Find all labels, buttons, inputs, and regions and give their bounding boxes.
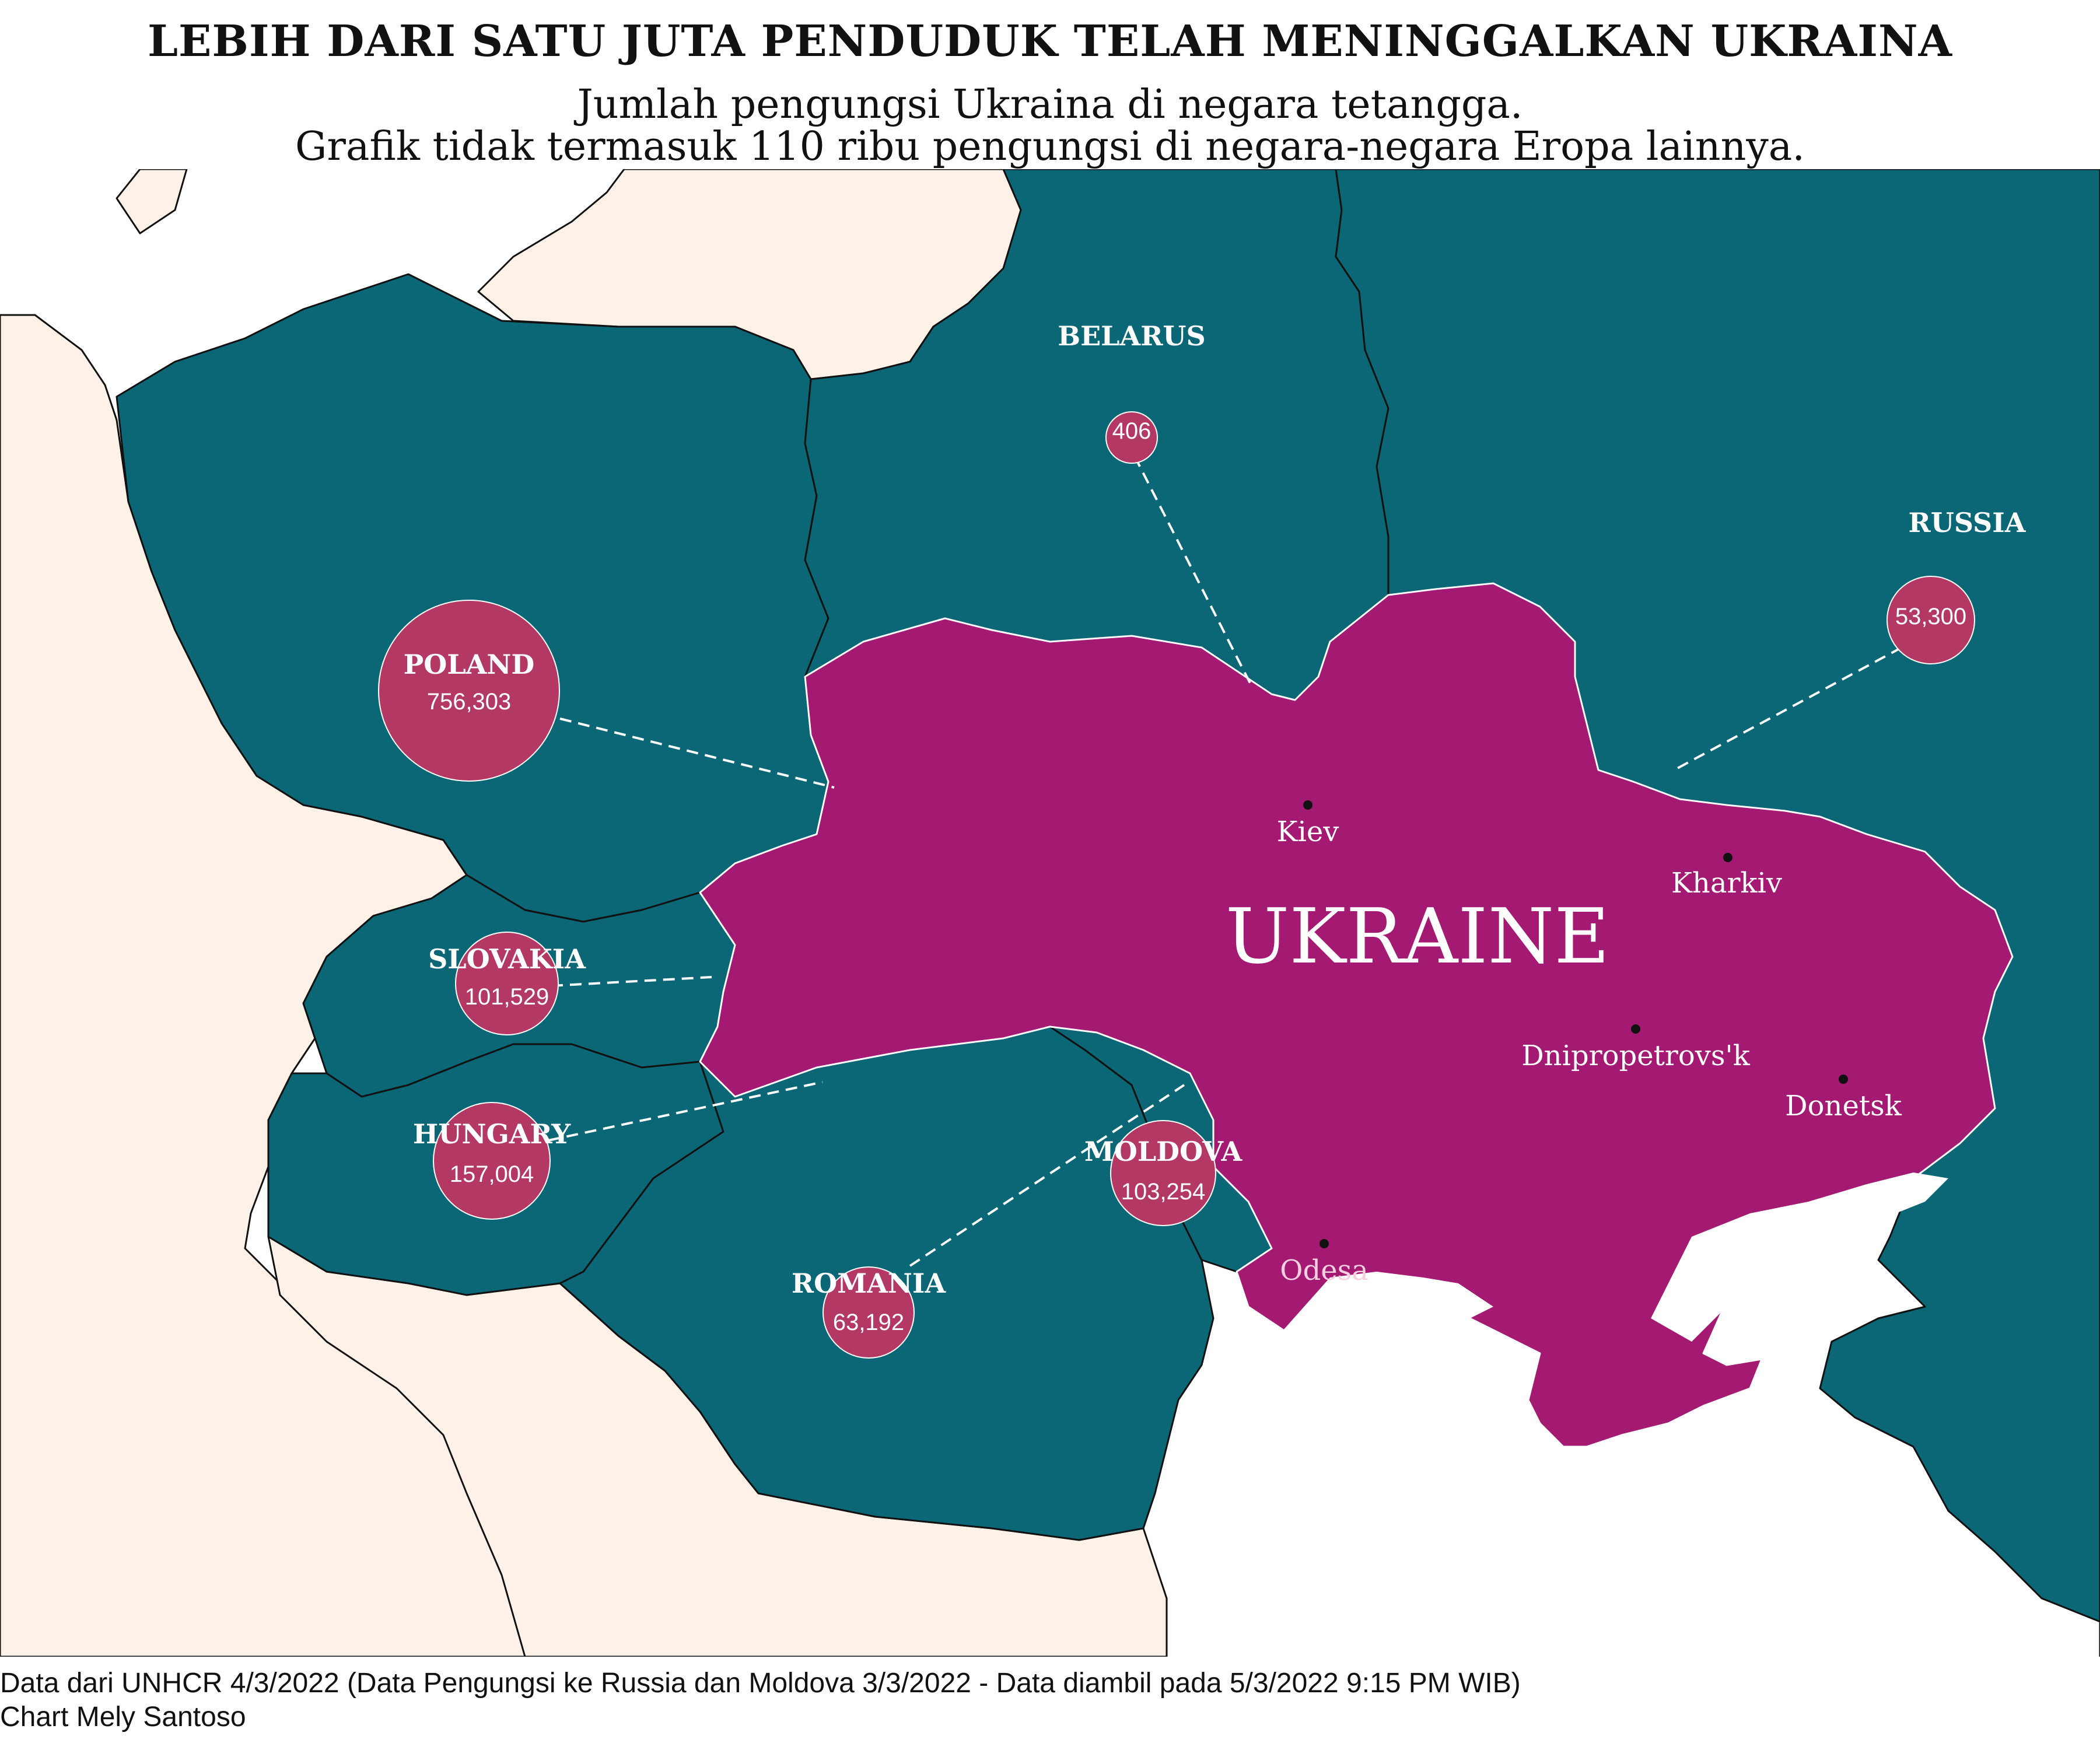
ukraine-label: UKRAINE <box>1226 892 1609 981</box>
chart-title: LEBIH DARI SATU JUTA PENDUDUK TELAH MENI… <box>147 16 1953 66</box>
chart-subtitle-line-2: Grafik tidak termasuk 110 ribu pengungsi… <box>295 124 1805 170</box>
footer-source: Data dari UNHCR 4/3/2022 (Data Pengungsi… <box>0 1668 1521 1699</box>
value-russia: 53,300 <box>1895 604 1966 629</box>
label-romania: ROMANIA <box>792 1268 946 1299</box>
value-hungary: 157,004 <box>450 1161 534 1187</box>
label-slovakia: SLOVAKIA <box>428 943 586 975</box>
value-poland: 756,303 <box>427 689 512 715</box>
chart-subtitle-line-1: Jumlah pengungsi Ukraina di negara tetan… <box>577 82 1523 128</box>
connector-lines <box>548 456 1902 1267</box>
bubble-hungary <box>433 1102 551 1220</box>
label-poland: POLAND <box>404 649 535 680</box>
city-dots <box>1303 800 1848 1248</box>
value-belarus: 406 <box>1112 418 1152 444</box>
label-russia: RUSSIA <box>1909 507 2027 538</box>
city-label-odesa: Odesa <box>1280 1254 1368 1287</box>
label-moldova: MOLDOVA <box>1084 1136 1243 1167</box>
refugee-map: POLAND SLOVAKIA HUNGARY MOLDOVA ROMANIA … <box>0 169 2100 1657</box>
bubble-moldova <box>1110 1120 1216 1226</box>
bubble-russia <box>1887 576 1975 664</box>
refugee-bubbles <box>378 411 1975 1359</box>
value-romania: 63,192 <box>833 1310 904 1335</box>
sea-of-azov <box>1651 1172 1948 1342</box>
neighbor-countries <box>116 169 2100 1657</box>
bubble-poland <box>378 600 560 782</box>
label-belarus: BELARUS <box>1058 320 1206 352</box>
bubble-belarus <box>1105 411 1158 464</box>
city-label-kharkiv: Kharkiv <box>1671 867 1782 900</box>
value-moldova: 103,254 <box>1121 1179 1206 1205</box>
label-hungary: HUNGARY <box>413 1118 571 1150</box>
other-land <box>0 169 1168 1657</box>
city-label-donetsk: Donetsk <box>1785 1090 1902 1122</box>
ukraine-shape <box>699 582 2014 1448</box>
city-dot-kiev <box>1303 800 1312 810</box>
bubble-romania <box>822 1266 915 1359</box>
footer-credit: Chart Mely Santoso <box>0 1702 246 1732</box>
city-dot-odesa <box>1320 1239 1329 1248</box>
city-dot-donetsk <box>1839 1074 1848 1084</box>
city-label-kiev: Kiev <box>1277 816 1339 848</box>
city-dot-kharkiv <box>1723 853 1732 862</box>
bubble-slovakia <box>455 932 559 1035</box>
value-slovakia: 101,529 <box>465 984 550 1010</box>
city-dot-dnipropetrovsk <box>1631 1024 1640 1034</box>
black-sea-coast <box>1283 1272 1493 1365</box>
city-label-dnipropetrovsk: Dnipropetrovs'k <box>1521 1040 1751 1072</box>
